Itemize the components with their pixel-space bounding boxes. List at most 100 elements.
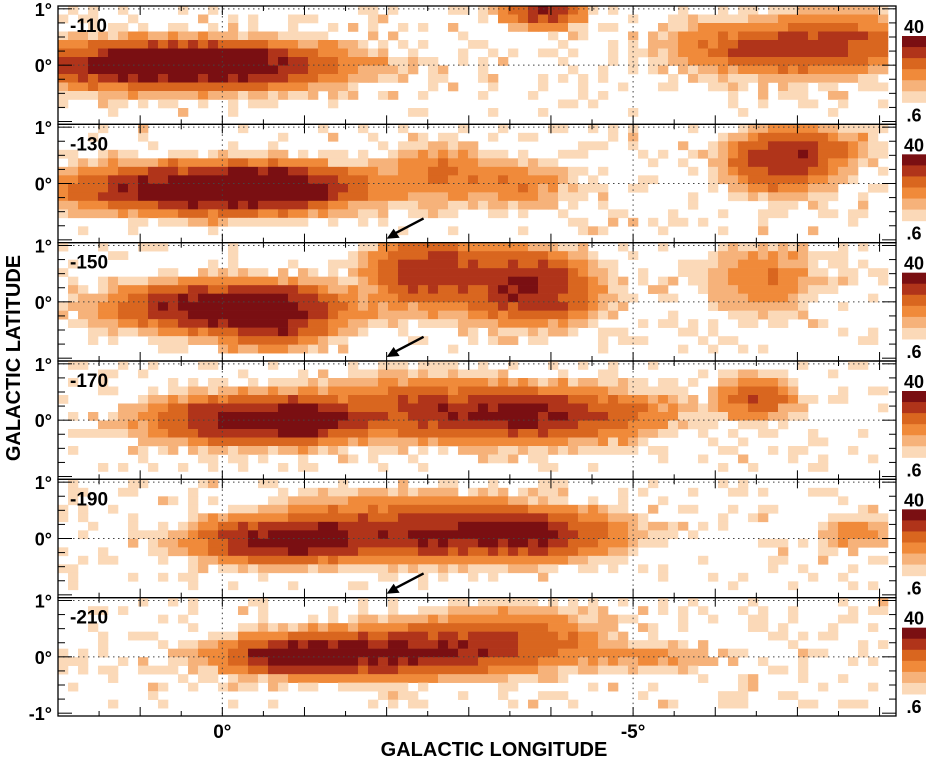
colorbar-max-label: 40 <box>904 17 924 37</box>
emission-cell <box>218 91 229 100</box>
emission-cell <box>458 124 469 134</box>
emission-cell <box>558 606 569 615</box>
emission-cell <box>248 293 259 303</box>
emission-cell <box>358 327 369 337</box>
emission-cell <box>98 327 109 337</box>
emission-cell <box>278 276 289 286</box>
emission-cell <box>338 437 349 447</box>
emission-cell <box>768 65 779 75</box>
emission-cell <box>718 699 729 709</box>
emission-cell <box>188 581 199 591</box>
emission-cell <box>278 319 289 328</box>
emission-cell <box>108 302 119 311</box>
emission-cell <box>408 48 419 58</box>
emission-cell <box>218 166 229 176</box>
emission-cell <box>588 226 599 236</box>
emission-cell <box>868 74 879 83</box>
emission-cell <box>238 310 249 320</box>
emission-cell <box>758 183 769 193</box>
emission-cell <box>458 48 469 58</box>
emission-cell <box>508 166 519 176</box>
emission-cell <box>738 674 749 683</box>
emission-cell <box>418 446 429 455</box>
emission-cell <box>148 319 159 328</box>
emission-cell <box>258 572 269 582</box>
emission-cell <box>738 175 749 185</box>
emission-cell <box>298 521 309 531</box>
emission-cell <box>488 504 499 514</box>
emission-cell <box>648 57 659 66</box>
emission-cell <box>388 614 399 624</box>
emission-cell <box>108 293 119 303</box>
emission-cell <box>318 149 329 159</box>
emission-cell <box>368 420 379 430</box>
emission-cell <box>188 31 199 41</box>
emission-cell <box>758 158 769 168</box>
emission-cell <box>58 268 69 277</box>
emission-cell <box>58 242 69 252</box>
emission-cell <box>408 209 419 219</box>
emission-cell <box>208 479 219 489</box>
emission-cell <box>698 31 709 41</box>
emission-cell <box>168 65 179 75</box>
emission-cell <box>518 487 529 497</box>
emission-cell <box>578 640 589 649</box>
emission-cell <box>398 327 409 337</box>
emission-cell <box>868 386 879 396</box>
emission-cell <box>268 429 279 438</box>
emission-cell <box>158 217 169 227</box>
emission-cell <box>458 200 469 210</box>
emission-cell <box>718 57 729 66</box>
emission-cell <box>268 479 279 489</box>
emission-cell <box>648 403 659 413</box>
emission-cell <box>328 395 339 404</box>
emission-cell <box>768 158 779 168</box>
emission-cell <box>388 192 399 202</box>
emission-cell <box>828 259 839 269</box>
emission-cell <box>388 158 399 168</box>
emission-cell <box>738 40 749 49</box>
emission-cell <box>838 31 849 41</box>
emission-cell <box>228 665 239 675</box>
emission-cell <box>258 91 269 100</box>
emission-cell <box>238 665 249 675</box>
emission-cell <box>758 31 769 41</box>
emission-cell <box>788 310 799 320</box>
emission-cell <box>258 285 269 294</box>
emission-cell <box>468 648 479 658</box>
emission-cell <box>138 446 149 455</box>
emission-cell <box>548 124 559 134</box>
emission-cell <box>768 446 779 455</box>
emission-cell <box>828 521 839 531</box>
emission-cell <box>878 521 889 531</box>
emission-cell <box>328 40 339 49</box>
emission-cell <box>228 251 239 260</box>
emission-cell <box>348 530 359 540</box>
emission-cell <box>418 631 429 641</box>
emission-cell <box>738 192 749 202</box>
emission-cell <box>298 420 309 430</box>
emission-cell <box>558 175 569 185</box>
emission-cell <box>258 166 269 176</box>
emission-cell <box>828 166 839 176</box>
emission-cell <box>548 429 559 438</box>
emission-cell <box>288 40 299 49</box>
emission-cell <box>178 319 189 328</box>
y-tick-label: 0° <box>35 56 52 76</box>
emission-cell <box>308 31 319 41</box>
emission-cell <box>398 200 409 210</box>
emission-cell <box>728 504 739 514</box>
emission-cell <box>368 446 379 455</box>
colorbar-swatch <box>902 69 926 81</box>
emission-cell <box>768 631 779 641</box>
emission-cell <box>108 504 119 514</box>
emission-cell <box>218 530 229 540</box>
emission-cell <box>738 682 749 692</box>
emission-cell <box>418 91 429 100</box>
emission-cell <box>368 175 379 185</box>
emission-cell <box>708 149 719 159</box>
emission-cell <box>468 496 479 506</box>
emission-cell <box>148 82 159 92</box>
emission-cell <box>498 386 509 396</box>
emission-cell <box>388 319 399 328</box>
